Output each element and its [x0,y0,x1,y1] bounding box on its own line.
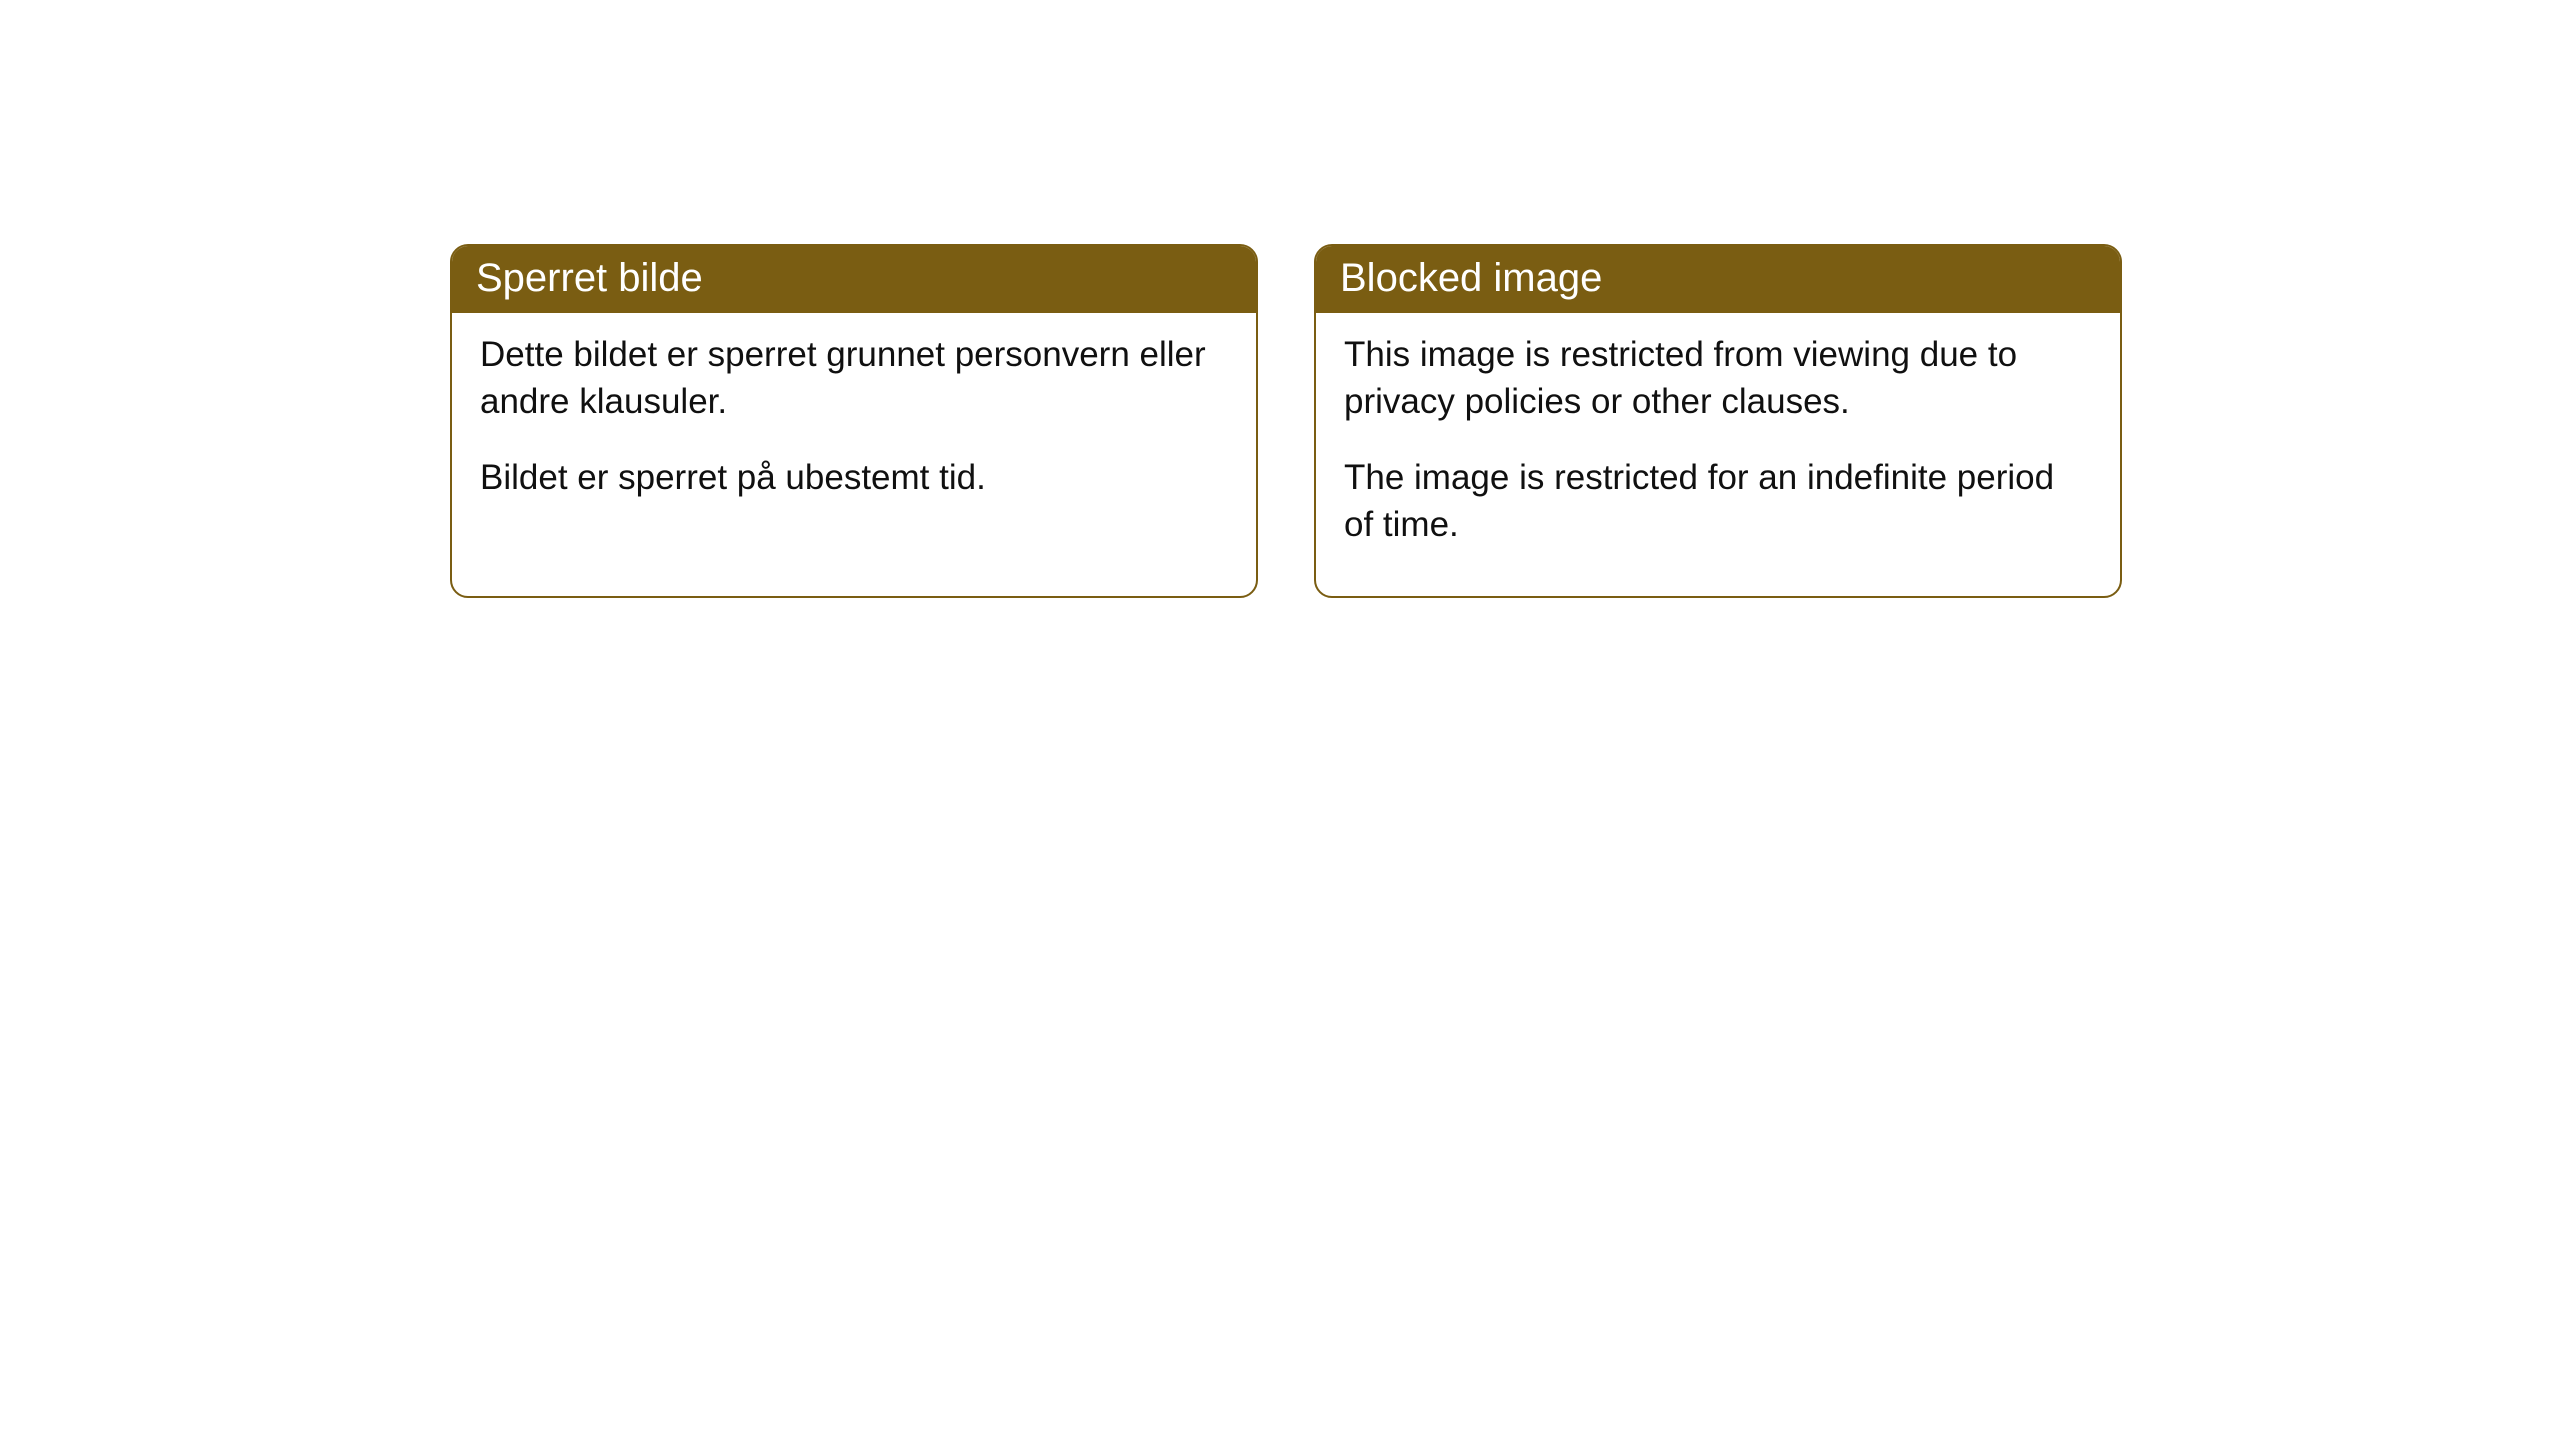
card-title-en: Blocked image [1316,246,2120,313]
cards-container: Sperret bilde Dette bildet er sperret gr… [0,0,2560,598]
blocked-image-card-en: Blocked image This image is restricted f… [1314,244,2122,598]
card-body-en: This image is restricted from viewing du… [1316,313,2120,596]
card-paragraph-2-no: Bildet er sperret på ubestemt tid. [480,454,1228,501]
card-paragraph-1-no: Dette bildet er sperret grunnet personve… [480,331,1228,426]
card-title-no: Sperret bilde [452,246,1256,313]
blocked-image-card-no: Sperret bilde Dette bildet er sperret gr… [450,244,1258,598]
card-paragraph-2-en: The image is restricted for an indefinit… [1344,454,2092,549]
card-paragraph-1-en: This image is restricted from viewing du… [1344,331,2092,426]
card-body-no: Dette bildet er sperret grunnet personve… [452,313,1256,549]
